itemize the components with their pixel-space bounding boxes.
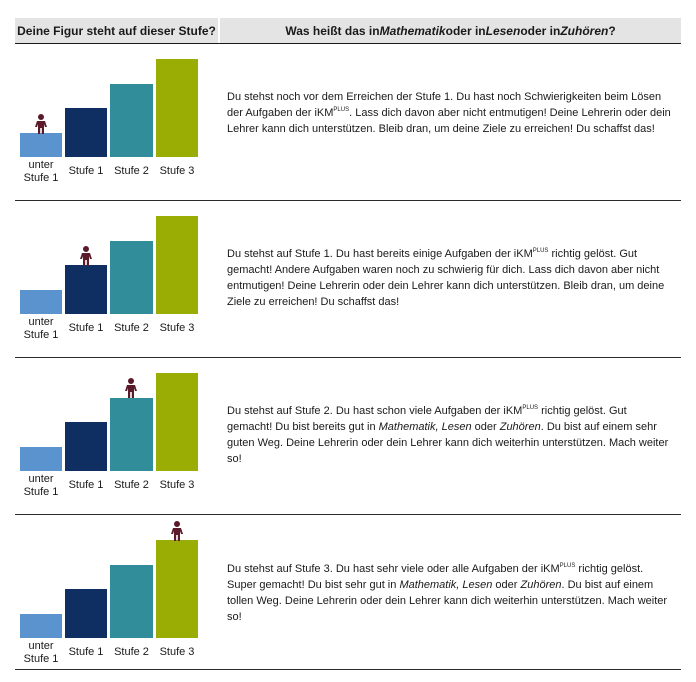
label-stufe-1-below: Stufe 1: [23, 329, 59, 341]
step-stufe-1: [65, 265, 107, 314]
label-unter: unter: [28, 159, 54, 171]
brand-text: iKM: [314, 107, 334, 119]
table-row-stufe-1: unter Stufe 1 Stufe 1 Stufe 2 Stufe 3 Du…: [15, 201, 681, 358]
label-stufe-1-below: Stufe 1: [23, 653, 59, 665]
brand-sup: PLUS: [522, 405, 539, 411]
header-column-meaning: Was heißt das in Mathematik oder in Lese…: [220, 18, 681, 43]
label-stufe-1: Stufe 1: [68, 322, 104, 334]
label-stufe-3: Stufe 3: [159, 322, 195, 334]
desc-subject-zuhoeren: Zuhören: [499, 421, 541, 433]
desc-part: oder: [471, 421, 500, 433]
header-text-mid2: oder in: [520, 23, 561, 38]
label-stufe-1: Stufe 1: [68, 646, 104, 658]
label-unter: unter: [28, 316, 54, 328]
label-unter: unter: [28, 473, 54, 485]
label-stufe-3: Stufe 3: [159, 646, 195, 658]
table-row-stufe-3: unter Stufe 1 Stufe 1 Stufe 2 Stufe 3 Du…: [15, 515, 681, 670]
label-stufe-3: Stufe 3: [159, 165, 195, 177]
stairs-graphic: unter Stufe 1 Stufe 1 Stufe 2 Stufe 3: [15, 44, 220, 200]
desc-subjects: Mathematik, Lesen: [378, 421, 472, 433]
label-stufe-2: Stufe 2: [114, 646, 149, 658]
brand-text: iKM: [503, 405, 523, 417]
label-unter-stufe-1: unter Stufe 1: [18, 473, 64, 499]
figure-icon: [80, 246, 92, 266]
description-text: Du stehst auf Stufe 2. Du hast schon vie…: [227, 403, 672, 467]
brand-sup: PLUS: [559, 563, 576, 569]
desc-part: Du stehst auf Stufe 3. Du hast sehr viel…: [227, 563, 541, 575]
stairs-graphic: unter Stufe 1 Stufe 1 Stufe 2 Stufe 3: [15, 358, 220, 514]
figure-icon: [171, 521, 183, 541]
header-text-lesen: Lesen: [485, 23, 521, 38]
step-stufe-1: [65, 422, 107, 471]
step-stufe-2: [110, 241, 153, 314]
label-stufe-2: Stufe 2: [114, 165, 149, 177]
label-unter-stufe-1: unter Stufe 1: [18, 316, 64, 342]
step-unter-stufe-1: [20, 614, 62, 638]
brand-name: iKMPLUS: [314, 107, 349, 119]
brand-text: iKM: [513, 248, 533, 260]
step-stufe-2: [110, 84, 153, 157]
desc-part: . Lass dich davon aber nicht entmutigen!…: [227, 107, 671, 135]
step-unter-stufe-1: [20, 290, 62, 314]
brand-text: iKM: [540, 563, 560, 575]
header-text-prefix: Was heißt das in: [285, 23, 380, 38]
description-text: Du stehst auf Stufe 3. Du hast sehr viel…: [227, 561, 672, 625]
label-unter: unter: [28, 640, 54, 652]
brand-sup: PLUS: [532, 248, 549, 254]
label-unter-stufe-1: unter Stufe 1: [18, 640, 64, 666]
step-unter-stufe-1: [20, 447, 62, 471]
figure-icon: [125, 378, 137, 398]
step-stufe-2: [110, 565, 153, 638]
desc-part: richtig gelöst. Gut gemacht! Andere Aufg…: [227, 248, 665, 308]
desc-part: Du stehst noch vor dem Erreichen der Stu…: [227, 91, 662, 119]
brand-name: iKMPLUS: [514, 248, 549, 260]
header-text-math: Mathematik: [379, 23, 446, 38]
label-stufe-1: Stufe 1: [68, 165, 104, 177]
label-stufe-2: Stufe 2: [114, 322, 149, 334]
table-header: Deine Figur steht auf dieser Stufe? Was …: [15, 18, 681, 44]
desc-part: oder: [492, 579, 521, 591]
desc-part: richtig gelöst. Super gemacht! Du bist s…: [227, 563, 644, 591]
header-text-zuhoeren: Zuhören: [560, 23, 609, 38]
header-text-suffix: ?: [608, 23, 616, 38]
desc-part: . Du bist auf einem tollen Weg. Deine Le…: [227, 579, 668, 623]
label-stufe-1-below: Stufe 1: [23, 172, 59, 184]
stairs-graphic: unter Stufe 1 Stufe 1 Stufe 2 Stufe 3: [15, 201, 220, 357]
step-stufe-3: [156, 216, 198, 314]
label-stufe-1-below: Stufe 1: [23, 486, 59, 498]
desc-subjects: Mathematik, Lesen: [399, 579, 493, 591]
desc-part: Du stehst auf Stufe 1. Du hast bereits e…: [227, 248, 514, 260]
brand-name: iKMPLUS: [541, 563, 576, 575]
step-stufe-2: [110, 398, 153, 471]
label-unter-stufe-1: unter Stufe 1: [18, 159, 64, 185]
brand-name: iKMPLUS: [503, 405, 538, 417]
label-stufe-3: Stufe 3: [159, 479, 195, 491]
header-column-level: Deine Figur steht auf dieser Stufe?: [15, 18, 218, 43]
header-text-mid1: oder in: [445, 23, 486, 38]
desc-part: richtig gelöst. Gut gemacht! Du bist ber…: [227, 405, 627, 433]
description-text: Du stehst auf Stufe 1. Du hast bereits e…: [227, 246, 672, 310]
table-row-stufe-2: unter Stufe 1 Stufe 1 Stufe 2 Stufe 3 Du…: [15, 358, 681, 515]
table-row-unter-stufe-1: unter Stufe 1 Stufe 1 Stufe 2 Stufe 3 Du…: [15, 44, 681, 201]
step-stufe-3: [156, 540, 198, 638]
desc-part: . Du bist auf einem sehr guten Weg. Dein…: [227, 421, 669, 465]
figure-icon: [35, 114, 47, 134]
description-text: Du stehst noch vor dem Erreichen der Stu…: [227, 89, 672, 137]
brand-sup: PLUS: [333, 107, 350, 113]
stairs-graphic: unter Stufe 1 Stufe 1 Stufe 2 Stufe 3: [15, 515, 220, 669]
step-unter-stufe-1: [20, 133, 62, 157]
step-stufe-3: [156, 59, 198, 157]
desc-part: Du stehst auf Stufe 2. Du hast schon vie…: [227, 405, 504, 417]
label-stufe-2: Stufe 2: [114, 479, 149, 491]
step-stufe-1: [65, 589, 107, 638]
desc-subject-zuhoeren: Zuhören: [520, 579, 562, 591]
step-stufe-1: [65, 108, 107, 157]
step-stufe-3: [156, 373, 198, 471]
label-stufe-1: Stufe 1: [68, 479, 104, 491]
